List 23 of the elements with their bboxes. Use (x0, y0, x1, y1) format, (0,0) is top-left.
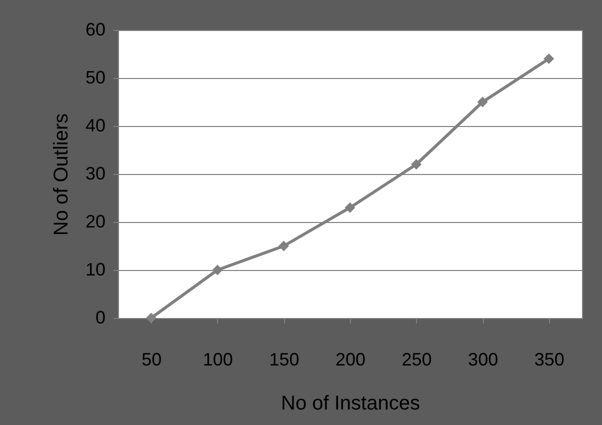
y-tick-label: 10 (85, 260, 106, 280)
x-axis-title: No of Instances (281, 392, 420, 414)
y-tick-label: 50 (85, 68, 106, 88)
x-tick-label: 200 (335, 350, 366, 370)
point (544, 54, 554, 64)
x-tick-label: 50 (142, 350, 162, 370)
point (146, 312, 156, 324)
point (212, 264, 223, 276)
y-tick-label: 30 (85, 164, 106, 184)
x-tick-label: 350 (534, 350, 564, 370)
x-tick-label: 150 (269, 350, 300, 370)
y-tick-label: 40 (85, 116, 106, 136)
x-tick-label: 300 (468, 350, 498, 370)
point (477, 96, 488, 108)
point (344, 202, 356, 213)
x-tick-label: 100 (202, 350, 233, 370)
point (411, 159, 422, 170)
point (278, 240, 289, 252)
x-tick-label: 250 (402, 350, 432, 370)
y-axis-title: No of Outliers (50, 113, 72, 236)
y-tick-label: 60 (85, 20, 106, 40)
y-tick-label: 20 (85, 212, 106, 232)
y-tick-label: 0 (95, 308, 106, 328)
